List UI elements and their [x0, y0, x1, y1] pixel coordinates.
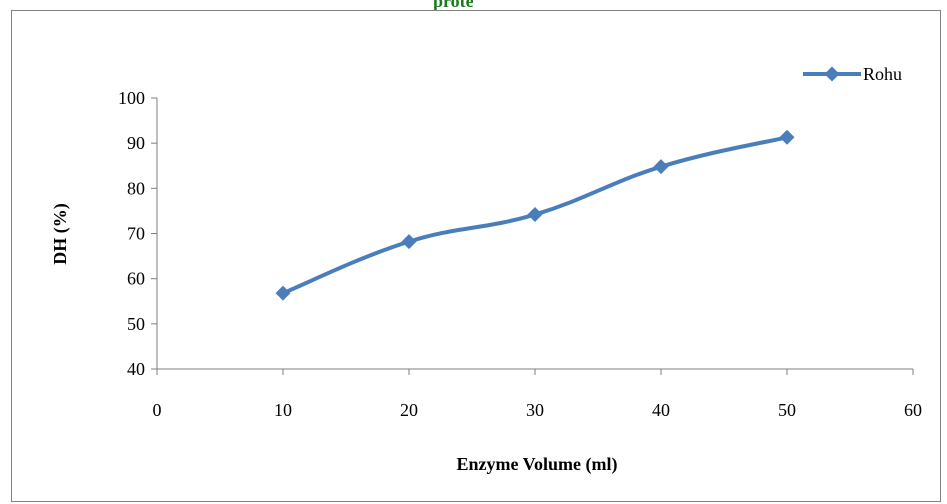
- x-tick-label: 60: [904, 400, 922, 420]
- legend-marker: [824, 66, 840, 82]
- data-point-marker: [275, 285, 291, 301]
- y-tick-label: 60: [127, 269, 145, 289]
- data-point-marker: [653, 159, 669, 175]
- axes: 40 50 60 70 80 90 100 0 10 20 30 40 50 60: [118, 88, 922, 420]
- y-axis-label: DH (%): [50, 203, 71, 265]
- data-point-marker: [401, 234, 417, 250]
- x-tick-label: 10: [274, 400, 292, 420]
- chart-frame: [11, 10, 941, 502]
- legend-label: Rohu: [863, 64, 902, 84]
- y-tick-label: 40: [127, 359, 145, 379]
- y-tick-label: 80: [127, 178, 145, 198]
- data-point-marker: [527, 207, 543, 223]
- y-tick-label: 70: [127, 224, 145, 244]
- y-tick-label: 100: [118, 88, 145, 108]
- legend: Rohu: [803, 64, 902, 84]
- data-point-marker: [779, 129, 795, 145]
- x-tick-label: 0: [153, 400, 162, 420]
- x-tick-label: 30: [526, 400, 544, 420]
- x-tick-label: 50: [778, 400, 796, 420]
- plot-area: [275, 129, 795, 301]
- y-tick-label: 90: [127, 133, 145, 153]
- cropped-heading-text: prote: [433, 0, 474, 11]
- x-axis-label: Enzyme Volume (ml): [457, 454, 618, 475]
- y-tick-label: 50: [127, 314, 145, 334]
- x-tick-label: 20: [400, 400, 418, 420]
- x-tick-label: 40: [652, 400, 670, 420]
